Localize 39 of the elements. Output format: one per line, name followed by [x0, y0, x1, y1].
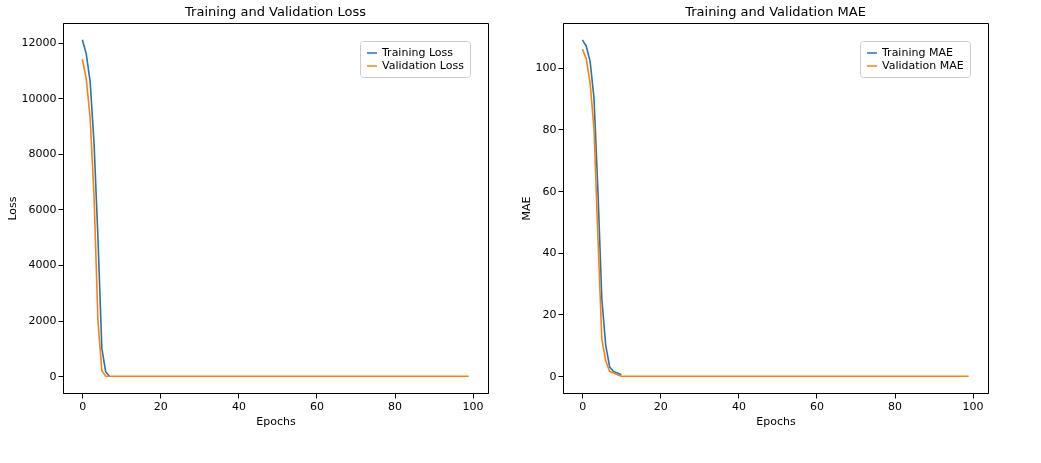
x-tick-label: 40	[731, 399, 746, 413]
line-series	[81, 58, 470, 377]
chart-title: Training and Validation MAE	[684, 4, 866, 19]
legend-label: Training MAE	[881, 46, 953, 59]
y-tick-label: 100	[535, 61, 557, 75]
x-tick-label: 60	[309, 399, 324, 413]
x-tick-label: 80	[888, 399, 903, 413]
y-tick-label: 2000	[28, 314, 57, 328]
x-tick-label: 100	[462, 399, 484, 413]
x-axis-title: Epochs	[756, 414, 796, 428]
legend-label: Validation Loss	[382, 59, 465, 72]
x-tick-label: 20	[153, 399, 168, 413]
y-tick-label: 8000	[28, 147, 57, 161]
legend-label: Validation MAE	[882, 59, 964, 72]
x-tick-label: 0	[79, 399, 87, 413]
y-axis-title: Loss	[5, 196, 19, 221]
y-tick-label: 4000	[28, 258, 57, 272]
line-series	[81, 39, 111, 377]
chart-title: Training and Validation Loss	[184, 4, 367, 19]
x-tick-label: 100	[962, 399, 984, 413]
x-axis-title: Epochs	[256, 414, 296, 428]
y-tick-label: 0	[49, 369, 57, 383]
y-tick-label: 10000	[21, 91, 57, 105]
line-series	[581, 48, 970, 377]
y-tick-label: 20	[542, 307, 557, 321]
x-tick-label: 80	[388, 399, 403, 413]
y-tick-label: 80	[542, 122, 557, 136]
line-series	[581, 39, 623, 376]
y-axis-title: MAE	[519, 196, 533, 221]
x-tick-label: 20	[653, 399, 668, 413]
y-tick-label: 0	[549, 369, 557, 383]
x-tick-label: 60	[809, 399, 824, 413]
x-tick-label: 40	[231, 399, 246, 413]
y-tick-label: 40	[542, 246, 557, 260]
legend-label: Training Loss	[381, 46, 454, 59]
x-tick-label: 0	[579, 399, 587, 413]
y-tick-label: 60	[542, 184, 557, 198]
y-tick-label: 12000	[21, 36, 57, 50]
y-tick-label: 6000	[28, 202, 57, 216]
